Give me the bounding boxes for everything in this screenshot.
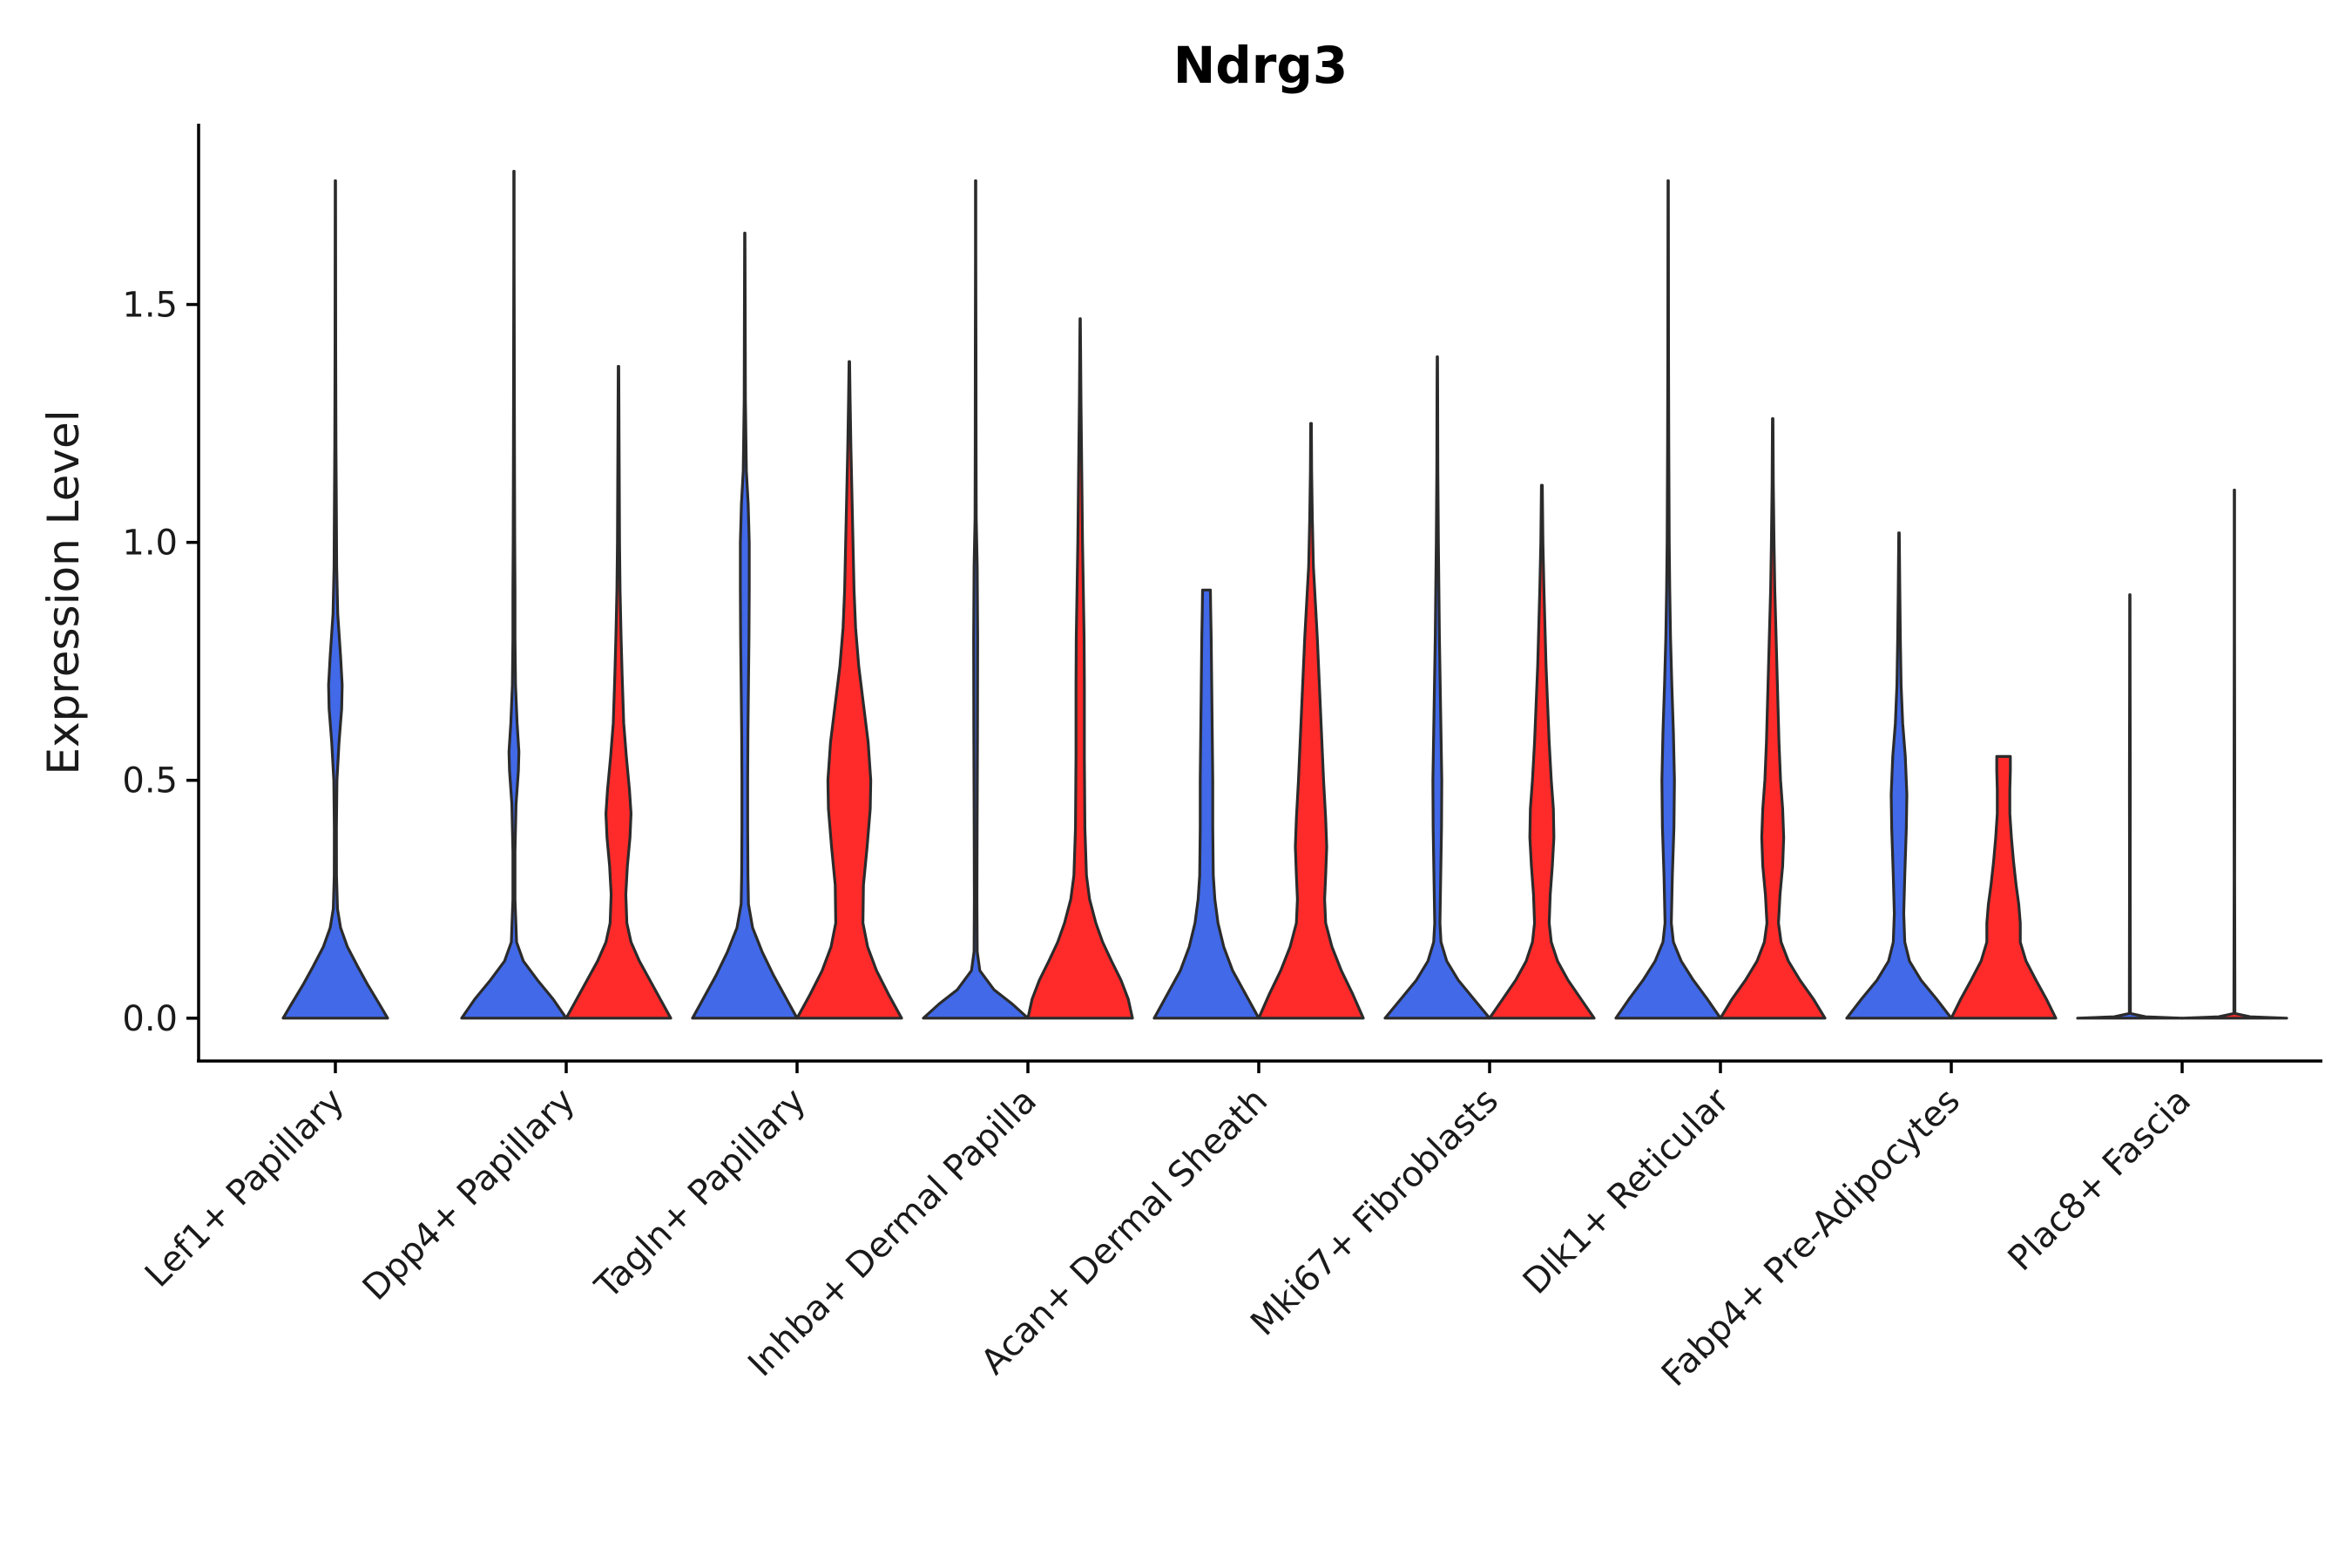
y-axis: 0.0 0.5 1.0 1.5 <box>122 124 200 1061</box>
violin-group-blue-fabp4-pre-adipocytes <box>1845 531 1953 1020</box>
y-tick-label: 0.5 <box>122 761 178 801</box>
x-tick-label: Dlk1+ Reticular <box>1516 1080 1738 1302</box>
violin-group-blue-lef1-papillary <box>281 179 389 1020</box>
violin-group-blue-mki67-fibroblasts <box>1383 355 1491 1020</box>
x-tick-label: Tagln+ Papillary <box>587 1081 814 1308</box>
violin-group-blue-plac8-fascia <box>2076 593 2184 1020</box>
violin-group-blue-dlk1-reticular <box>1614 179 1722 1020</box>
chart-title: Ndrg3 <box>1173 36 1348 95</box>
y-tick-label: 1.0 <box>122 524 178 564</box>
y-axis-title: Expression Level <box>38 409 89 774</box>
x-tick-label: Lef1+ Papillary <box>138 1081 352 1295</box>
x-tick-label: Plac8+ Fascia <box>2001 1081 2200 1280</box>
y-tick-label: 1.5 <box>122 286 178 326</box>
x-tick-label: Dpp4+ Papillary <box>355 1081 583 1308</box>
violin-group-blue-dpp4-papillary <box>460 170 568 1020</box>
violin-group-red-tagln-papillary <box>795 360 903 1020</box>
violin-group-blue-acan-dermal-sheath <box>1152 588 1260 1020</box>
violin-group-red-dlk1-reticular <box>1719 417 1827 1020</box>
violin-group-red-acan-dermal-sheath <box>1257 422 1365 1020</box>
violin-group-red-mki67-fibroblasts <box>1488 483 1596 1020</box>
violin-group-red-inhba-dermal-papilla <box>1026 317 1134 1020</box>
violin-group-red-dpp4-papillary <box>564 365 672 1020</box>
x-tick-label: Mki67+ Fibroblasts <box>1243 1081 1506 1344</box>
x-axis: Lef1+ Papillary Dpp4+ Papillary Tagln+ Pap… <box>138 1059 2322 1395</box>
violin-group-blue-inhba-dermal-papilla <box>922 179 1030 1020</box>
y-tick-label: 0.0 <box>122 999 178 1039</box>
violin-layer <box>281 170 2288 1020</box>
violin-group-blue-tagln-papillary <box>691 232 799 1020</box>
violin-group-red-plac8-fascia <box>2180 489 2288 1020</box>
violin-group-red-fabp4-pre-adipocytes <box>1950 754 2058 1020</box>
